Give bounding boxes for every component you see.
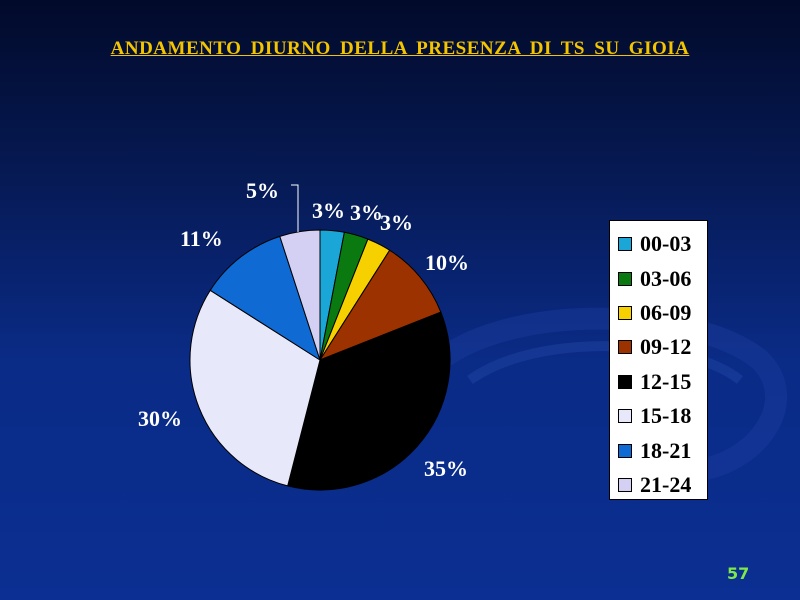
legend-swatch <box>618 237 632 252</box>
page-number: 57 <box>727 564 750 583</box>
legend-item-00-03: 00-03 <box>610 227 707 261</box>
pie-slice-21-24 <box>279 229 321 361</box>
legend-item-03-06: 03-06 <box>610 261 707 295</box>
pie-slice-15-18 <box>189 289 321 487</box>
pie-slice-12-15 <box>287 311 451 491</box>
data-label-06-09: 3% <box>380 210 413 235</box>
legend-label: 21-24 <box>640 471 692 497</box>
data-label-00-03: 3% <box>312 198 345 223</box>
legend-swatch <box>618 340 632 355</box>
legend-swatch <box>618 271 632 286</box>
legend-label: 06-09 <box>640 299 692 325</box>
legend-item-21-24: 21-24 <box>610 468 707 502</box>
legend-swatch <box>618 477 632 492</box>
legend-item-09-12: 09-12 <box>610 330 707 364</box>
legend-label: 09-12 <box>640 334 692 360</box>
label-leader-line <box>291 184 299 232</box>
legend-label: 18-21 <box>640 437 692 463</box>
legend-item-12-15: 12-15 <box>610 365 707 399</box>
legend-swatch <box>618 409 632 424</box>
data-label-09-12: 10% <box>425 250 469 275</box>
legend-item-18-21: 18-21 <box>610 433 707 467</box>
chart-legend: 00-03 03-06 06-09 09-12 12-15 15-18 18-21 21-24 <box>609 220 708 500</box>
legend-label: 12-15 <box>640 368 692 394</box>
data-label-15-18: 30% <box>138 406 182 431</box>
legend-item-15-18: 15-18 <box>610 399 707 433</box>
data-label-18-21: 11% <box>180 226 223 251</box>
data-label-21-24: 5% <box>246 178 279 203</box>
slide-title: ANDAMENTO DIURNO DELLA PRESENZA DI TS SU… <box>110 38 690 59</box>
data-label-12-15: 35% <box>424 456 468 481</box>
legend-swatch <box>618 374 632 389</box>
data-label-03-06: 3% <box>350 200 383 225</box>
legend-item-06-09: 06-09 <box>610 296 707 330</box>
pie-slice-18-21 <box>209 235 321 362</box>
legend-swatch <box>618 305 632 320</box>
legend-label: 15-18 <box>640 403 692 429</box>
legend-swatch <box>618 443 632 458</box>
legend-label: 00-03 <box>640 231 692 257</box>
legend-label: 03-06 <box>640 265 692 291</box>
pie-slice-09-12 <box>318 249 442 362</box>
